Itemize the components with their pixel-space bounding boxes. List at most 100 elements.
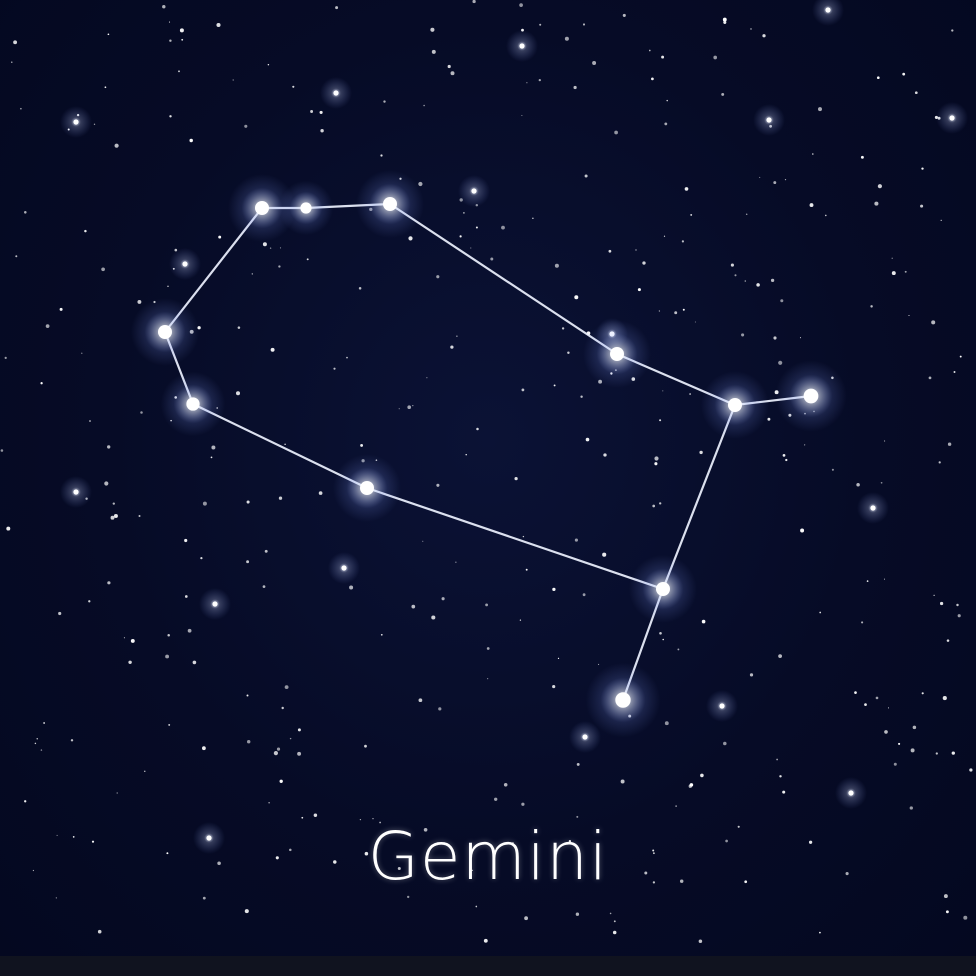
background-star [582, 593, 586, 597]
background-star [349, 585, 354, 590]
background-star [785, 458, 788, 462]
background-star [70, 739, 74, 742]
background-star [162, 5, 166, 9]
background-star [902, 72, 906, 76]
background-star [653, 852, 655, 855]
background-star [278, 265, 281, 268]
background-star [494, 797, 498, 801]
background-star [661, 55, 665, 59]
background-star [503, 783, 508, 787]
background-star [750, 28, 752, 30]
background-star [524, 916, 529, 921]
background-star [737, 825, 740, 828]
background-star [289, 848, 292, 852]
background-star [450, 71, 455, 76]
background-star [475, 905, 478, 908]
background-star [24, 800, 27, 803]
background-star [284, 443, 286, 446]
background-star [436, 483, 440, 487]
background-star [681, 240, 685, 243]
background-star [942, 696, 947, 701]
background-star [270, 347, 275, 352]
background-star [854, 691, 857, 694]
background-star [216, 22, 221, 28]
background-star [318, 491, 323, 495]
background-star [423, 104, 425, 107]
background-star [689, 783, 694, 787]
background-star [455, 561, 457, 563]
background-star [167, 285, 169, 287]
background-star [426, 377, 428, 379]
background-star [526, 82, 528, 84]
background-star [912, 725, 917, 730]
background-star [713, 55, 718, 60]
background-star [372, 818, 374, 820]
background-star [0, 449, 4, 452]
background-star [561, 327, 565, 330]
background-star [554, 263, 559, 268]
background-star [6, 526, 11, 531]
background-star [137, 299, 142, 304]
background-star [202, 501, 207, 506]
faint-star [199, 588, 231, 620]
background-star [40, 749, 43, 751]
background-star [602, 552, 607, 557]
background-star [346, 356, 348, 359]
background-star [273, 751, 278, 756]
background-star [246, 560, 250, 564]
faint-star [812, 0, 844, 26]
background-star [81, 352, 83, 354]
background-star [744, 280, 747, 282]
background-star [951, 751, 955, 755]
background-star [383, 100, 386, 103]
background-star [759, 176, 761, 178]
background-star [652, 881, 656, 884]
background-star [114, 143, 119, 148]
faint-glow-stars [60, 0, 968, 854]
faint-star [936, 102, 968, 134]
constellation-line [388, 202, 619, 356]
background-star [532, 217, 534, 219]
background-star [659, 502, 662, 505]
constellation-star [160, 371, 226, 437]
background-star [963, 915, 968, 920]
background-star [664, 721, 669, 726]
background-star [723, 741, 727, 746]
background-star [281, 706, 284, 710]
background-star [476, 427, 479, 431]
background-star [637, 288, 641, 292]
background-star [538, 78, 541, 82]
background-star [564, 36, 569, 41]
background-star [567, 351, 570, 355]
background-star [845, 872, 849, 876]
background-star [235, 391, 241, 396]
background-star [642, 261, 646, 265]
background-star [72, 836, 75, 838]
background-star [187, 628, 192, 633]
background-star [910, 748, 915, 753]
background-star [59, 307, 63, 311]
constellation-line [365, 486, 665, 591]
background-star [909, 806, 913, 810]
background-star [379, 821, 381, 824]
background-star [674, 311, 678, 315]
background-star [107, 33, 110, 36]
background-star [104, 86, 107, 89]
background-star [573, 85, 577, 90]
background-star [93, 123, 96, 125]
background-star [184, 538, 188, 543]
background-star [612, 930, 617, 935]
background-star [773, 181, 777, 185]
background-star [557, 657, 560, 660]
background-star [521, 802, 525, 806]
faint-star [753, 104, 785, 136]
background-star [652, 504, 656, 508]
background-star [699, 450, 703, 455]
background-star [776, 758, 778, 761]
faint-star [320, 77, 352, 109]
background-star [580, 395, 583, 398]
background-star [144, 770, 146, 772]
constellation-star [131, 298, 199, 366]
background-star [920, 204, 924, 208]
background-star [938, 461, 941, 464]
